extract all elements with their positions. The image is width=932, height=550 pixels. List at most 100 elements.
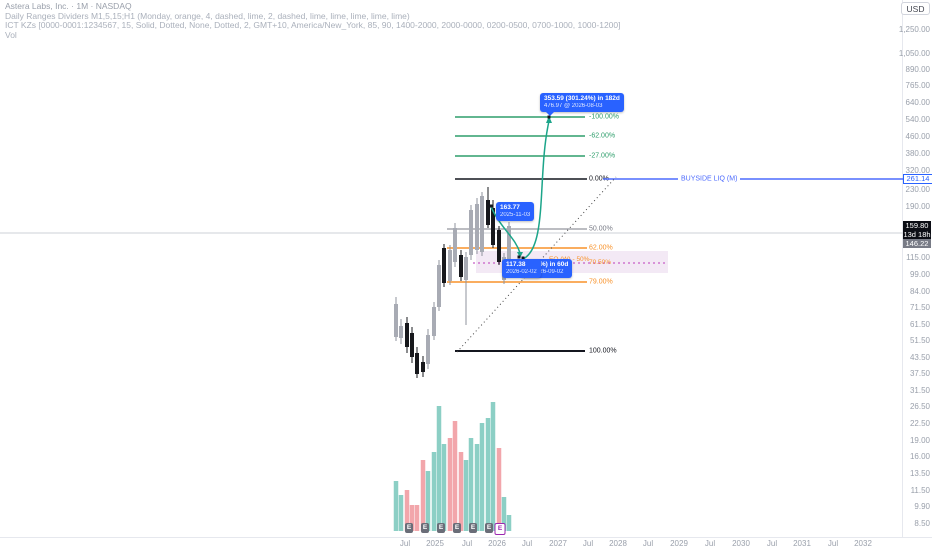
volume-bar	[436, 406, 442, 531]
arrowhead-icon	[517, 252, 523, 258]
price-tick-label: 320.00	[905, 166, 930, 175]
projection-curve[interactable]	[522, 120, 550, 260]
price-tick-label: 115.00	[906, 253, 930, 262]
price-axis[interactable]: 1,250.00 1,050.00 890.00 765.00 640.00 540.00…	[899, 0, 932, 537]
price-tick-label: 99.00	[909, 270, 930, 279]
volume-bar	[463, 460, 469, 531]
drawing-anchor-point[interactable]	[517, 255, 521, 259]
time-tick-label: Jul	[399, 539, 411, 548]
candle-body	[507, 226, 511, 268]
candle-body	[469, 210, 473, 255]
projection-date-text: 476.97 @ 2026-08-03	[544, 103, 603, 109]
candle-body	[394, 304, 398, 337]
volume-bar	[490, 402, 496, 531]
earnings-marker-icon[interactable]: E	[453, 523, 461, 533]
price-tick-label: 22.50	[909, 419, 930, 428]
time-tick-label: 2029	[670, 539, 688, 548]
time-tick-label: 2025	[426, 539, 444, 548]
callout-pointer	[546, 112, 554, 116]
price-label[interactable]: 159.80	[903, 221, 931, 230]
time-tick-label: 2030	[732, 539, 750, 548]
volume-bar	[447, 438, 453, 531]
target-low-callout[interactable]: 117.38 2026-02-02	[502, 259, 541, 278]
volume-legend-row[interactable]: Vol	[5, 29, 17, 40]
candle-body	[459, 255, 463, 277]
fib-percent-label: -100.00%	[589, 113, 619, 121]
price-label[interactable]: 13d 18h	[903, 230, 931, 239]
volume-bar	[441, 444, 447, 531]
price-tick-label: 1,250.00	[898, 25, 930, 34]
fib-percent-label: 0.00%	[589, 175, 609, 183]
candle-body	[453, 228, 457, 262]
volume-bar	[479, 423, 485, 531]
earnings-marker-icon[interactable]: E	[421, 523, 429, 533]
earnings-marker-icon[interactable]: E	[405, 523, 413, 533]
price-tick-label: 640.00	[905, 98, 930, 107]
eq-zone-percent-label: 70.50%	[589, 259, 612, 266]
price-tick-label: 37.50	[909, 369, 930, 378]
volume-bar	[409, 505, 415, 531]
candle-body	[421, 362, 425, 372]
earnings-marker-icon[interactable]: E	[469, 523, 477, 533]
price-tick-label: 540.00	[905, 115, 930, 124]
price-tick-label: 11.50	[910, 486, 930, 495]
currency-toggle-button[interactable]: USD	[901, 2, 930, 15]
earnings-marker-icon[interactable]: E	[485, 523, 493, 533]
price-tick-label: 8.50	[914, 519, 930, 528]
arrowhead-icon	[546, 116, 552, 123]
price-tick-label: 13.50	[909, 469, 930, 478]
volume-bar	[474, 444, 480, 531]
target-low-price-text: 117.38	[506, 261, 526, 268]
swing-high-price-text: 163.77	[500, 204, 520, 211]
time-tick-label: 2026	[488, 539, 506, 548]
time-axis-divider	[0, 537, 932, 538]
volume-bar	[485, 418, 491, 531]
price-tick-label: 26.50	[909, 402, 930, 411]
symbol-legend-row[interactable]: Astera Labs, Inc. · 1M · NASDAQ	[5, 1, 132, 11]
candle-body	[405, 323, 409, 347]
indicator-legend-row[interactable]: ICT KZs [0000-0001:1234567, 15, Solid, D…	[5, 20, 621, 30]
time-tick-label: Jul	[461, 539, 473, 548]
price-label[interactable]: 146.22	[903, 239, 931, 248]
upcoming-earnings-marker-icon[interactable]: E	[494, 523, 506, 535]
candle-body	[410, 333, 414, 357]
volume-bar	[414, 505, 420, 531]
time-axis[interactable]: Jul 2025 Jul 2026 Jul 2027 Jul 2028 Jul 2029 Jul 20…	[0, 538, 903, 550]
volume-bar	[458, 452, 464, 531]
price-tick-label: 9.90	[914, 502, 930, 511]
time-tick-label: 2028	[609, 539, 627, 548]
fib-percent-label: 79.00%	[589, 278, 613, 286]
candle-body	[486, 200, 490, 225]
time-tick-label: Jul	[766, 539, 778, 548]
drawing-anchor-point[interactable]	[521, 256, 525, 260]
candle-body	[432, 307, 436, 336]
earnings-marker-icon[interactable]: E	[437, 523, 445, 533]
time-tick-label: Jul	[704, 539, 716, 548]
price-tick-label: 1,050.00	[898, 49, 930, 58]
candle-body	[399, 326, 403, 338]
volume-bar	[420, 460, 426, 531]
price-tick-label: 19.00	[909, 436, 930, 445]
candle-body	[491, 208, 495, 245]
fib-percent-label: 62.00%	[589, 244, 613, 252]
volume-bar	[393, 481, 399, 531]
buyside-liquidity-label[interactable]: BUYSIDE LIQ (M)	[678, 175, 741, 183]
swing-high-callout[interactable]: 163.77 2025-11-03	[496, 202, 535, 221]
drawing-anchor-point[interactable]	[489, 204, 493, 208]
drawing-anchor-point[interactable]	[547, 115, 551, 119]
upside-projection-callout[interactable]: 353.59 (301.24%) in 182d 476.97 @ 2026-0…	[540, 93, 624, 116]
projection-curve[interactable]	[490, 206, 521, 254]
candle-body	[437, 265, 441, 307]
volume-bar	[506, 515, 512, 531]
fib-percent-label: -62.00%	[589, 132, 616, 140]
indicator-legend-row[interactable]: Daily Ranges Dividers M1,5,15;H1 (Monday…	[5, 10, 410, 21]
time-tick-label: 2031	[793, 539, 811, 548]
time-tick-label: 2032	[854, 539, 872, 548]
time-tick-label: Jul	[642, 539, 654, 548]
price-tick-label: 230.00	[905, 185, 930, 194]
downside-date-text: @ 2026-09-02	[525, 269, 564, 275]
alert-price-label[interactable]: 261.14	[903, 174, 932, 184]
chart-legend: Astera Labs, Inc. · 1M · NASDAQ Daily Ra…	[5, 1, 621, 40]
price-tick-label: 380.00	[905, 149, 930, 158]
